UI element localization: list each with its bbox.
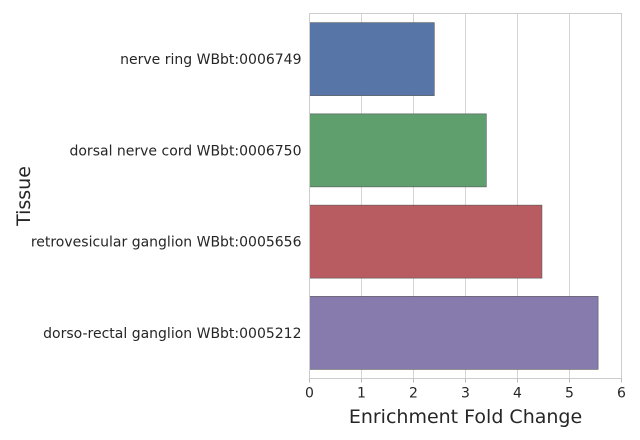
x-tick-layer: 0 1 2 3 4 5 6 <box>305 378 626 402</box>
category-label: retrovesicular ganglion WBbt:0005656 <box>31 235 302 251</box>
category-label: dorso-rectal ganglion WBbt:0005212 <box>43 326 301 342</box>
bar <box>309 113 487 188</box>
x-tick-label: 4 <box>513 386 522 402</box>
category-label-layer: nerve ring WBbt:0006749 dorsal nerve cord… <box>31 52 302 342</box>
bar <box>309 296 599 370</box>
x-tick-label: 0 <box>305 386 314 402</box>
x-axis-title: Enrichment Fold Change <box>349 406 582 428</box>
x-tick-label: 2 <box>409 386 418 402</box>
bar-layer <box>309 22 599 370</box>
category-label: dorsal nerve cord WBbt:0006750 <box>69 143 301 159</box>
bar <box>309 22 435 96</box>
x-tick-label: 6 <box>617 386 626 402</box>
bar <box>309 204 543 279</box>
x-tick-label: 5 <box>565 386 574 402</box>
y-axis-title: Tissue <box>13 166 35 227</box>
x-tick-label: 3 <box>461 386 470 402</box>
x-tick-label: 1 <box>357 386 366 402</box>
category-label: nerve ring WBbt:0006749 <box>120 52 301 68</box>
